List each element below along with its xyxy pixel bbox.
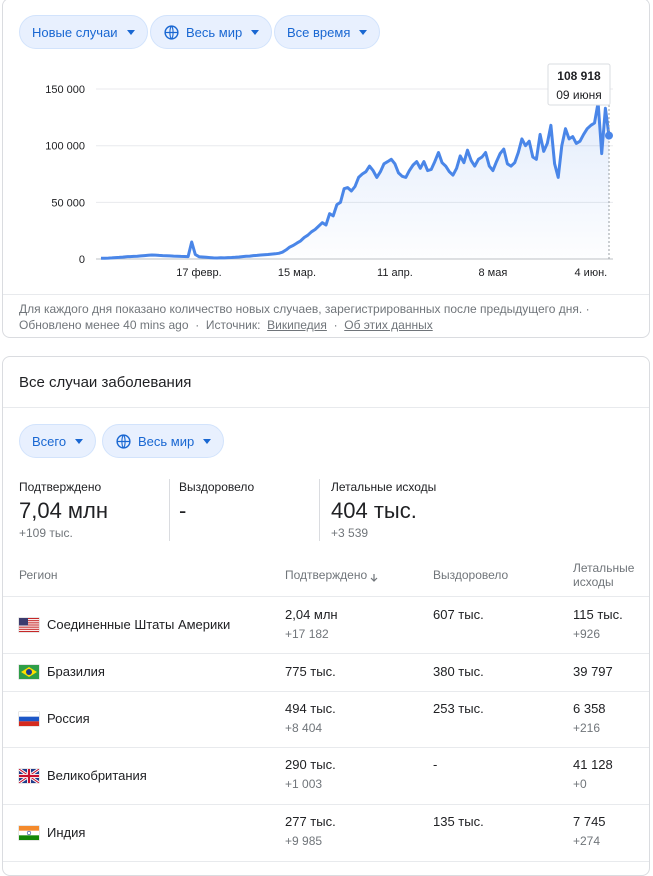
separator: · bbox=[333, 318, 338, 332]
stat-label: Летальные исходы bbox=[331, 480, 437, 494]
confirmed: 775 тыс. bbox=[285, 664, 336, 679]
stat-change: +109 тыс. bbox=[19, 526, 73, 540]
chart: 0 50 000 100 000 150 000 17 февр. 15 мар. 11 а… bbox=[45, 63, 613, 279]
tooltip bbox=[547, 63, 611, 106]
footer-meta: Обновлено менее 40 mins ago · Источник: … bbox=[19, 318, 433, 332]
y-tick-label: 0 bbox=[79, 254, 85, 266]
deaths-change: +0 bbox=[573, 777, 587, 791]
about-link[interactable]: Об этих данных bbox=[344, 318, 433, 332]
confirmed: 2,04 млн bbox=[285, 607, 338, 622]
confirmed: 290 тыс. bbox=[285, 757, 336, 772]
x-tick-label: 4 июн. bbox=[575, 267, 608, 279]
y-tick-label: 50 000 bbox=[51, 197, 85, 209]
region-name: Россия bbox=[47, 711, 90, 726]
y-tick-label: 150 000 bbox=[45, 84, 85, 96]
deaths: 7 745 bbox=[573, 814, 606, 829]
stat-value: - bbox=[179, 498, 187, 523]
deaths: 6 358 bbox=[573, 701, 606, 716]
confirmed-change: +8 404 bbox=[285, 721, 323, 735]
column-header: Выздоровело bbox=[433, 568, 509, 582]
region-filter[interactable]: Весь мир bbox=[102, 424, 225, 458]
recovered: 253 тыс. bbox=[433, 701, 484, 716]
stat-value: 404 тыс. bbox=[331, 498, 417, 523]
metric-filter[interactable]: Новые случаи bbox=[19, 15, 148, 49]
chart-card: Новые случаи Весь мир Все время 0 50 000 1… bbox=[2, 0, 650, 338]
area bbox=[101, 102, 609, 259]
line bbox=[100, 101, 611, 260]
updated: Обновлено менее 40 mins ago bbox=[19, 318, 189, 332]
column-header: Летальные исходы bbox=[573, 561, 635, 589]
deaths-change: +274 bbox=[573, 834, 601, 848]
flag bbox=[19, 825, 39, 840]
chip-label: Всего bbox=[32, 433, 67, 449]
chip-label: Все время bbox=[287, 24, 351, 40]
sort-icon[interactable] bbox=[369, 573, 379, 583]
flag bbox=[19, 665, 39, 679]
region-filter[interactable]: Весь мир bbox=[150, 15, 273, 49]
divider bbox=[3, 691, 649, 692]
deaths-change: +216 bbox=[573, 721, 601, 735]
flag bbox=[19, 618, 39, 632]
totals-card: Все случаи заболевания Всего Весь мир По… bbox=[2, 356, 650, 876]
deaths: 115 тыс. bbox=[573, 607, 623, 622]
deaths: 41 128 bbox=[573, 757, 613, 772]
source-label: Источник: bbox=[205, 318, 261, 332]
divider bbox=[3, 747, 649, 748]
y-tick-label: 100 000 bbox=[45, 141, 85, 153]
divider bbox=[3, 804, 649, 805]
stat-label: Подтверждено bbox=[19, 480, 102, 494]
chip-label: Весь мир bbox=[138, 433, 195, 449]
column-header: Регион bbox=[19, 568, 58, 582]
recovered: 607 тыс. bbox=[433, 607, 484, 622]
region-name: Соединенные Штаты Америки bbox=[47, 617, 231, 632]
confirmed: 494 тыс. bbox=[285, 701, 336, 716]
tooltip-date: 09 июня bbox=[556, 88, 602, 102]
recovered: 380 тыс. bbox=[433, 664, 484, 679]
footer-note: Для каждого дня показано количество новы… bbox=[19, 302, 590, 316]
stat-label: Выздоровело bbox=[179, 480, 255, 494]
chip-label: Новые случаи bbox=[32, 24, 118, 40]
confirmed-change: +1 003 bbox=[285, 777, 323, 791]
confirmed-change: +9 985 bbox=[285, 834, 323, 848]
x-tick-label: 8 мая bbox=[478, 267, 507, 279]
region-name: Индия bbox=[47, 824, 86, 840]
region-name: Бразилия bbox=[47, 664, 105, 679]
period-filter[interactable]: Все время bbox=[274, 15, 381, 49]
x-tick-label: 17 февр. bbox=[176, 267, 221, 279]
recovered: - bbox=[433, 757, 438, 772]
deaths: 39 797 bbox=[573, 664, 613, 679]
divider bbox=[3, 596, 649, 597]
confirmed-change: +17 182 bbox=[285, 627, 329, 641]
separator: · bbox=[195, 318, 200, 332]
chip-label: Весь мир bbox=[186, 24, 243, 40]
flag bbox=[19, 768, 39, 783]
tooltip-value: 108 918 bbox=[557, 69, 601, 83]
deaths-change: +926 bbox=[573, 627, 601, 641]
source-link[interactable]: Википедия bbox=[267, 318, 327, 332]
flag bbox=[19, 712, 39, 726]
point bbox=[605, 131, 613, 140]
stat-value: 7,04 млн bbox=[19, 498, 109, 523]
region-name: Великобритания bbox=[47, 767, 147, 783]
recovered: 135 тыс. bbox=[433, 814, 484, 829]
divider bbox=[3, 653, 649, 654]
card-title: Все случаи заболевания bbox=[19, 374, 192, 391]
confirmed: 277 тыс. bbox=[285, 814, 336, 829]
divider bbox=[3, 861, 649, 862]
x-tick-label: 11 апр. bbox=[377, 267, 413, 279]
x-tick-label: 15 мар. bbox=[278, 267, 316, 279]
column-header: Подтверждено bbox=[285, 568, 425, 582]
stat-change: +3 539 bbox=[331, 526, 369, 540]
scope-filter[interactable]: Всего bbox=[19, 424, 97, 458]
